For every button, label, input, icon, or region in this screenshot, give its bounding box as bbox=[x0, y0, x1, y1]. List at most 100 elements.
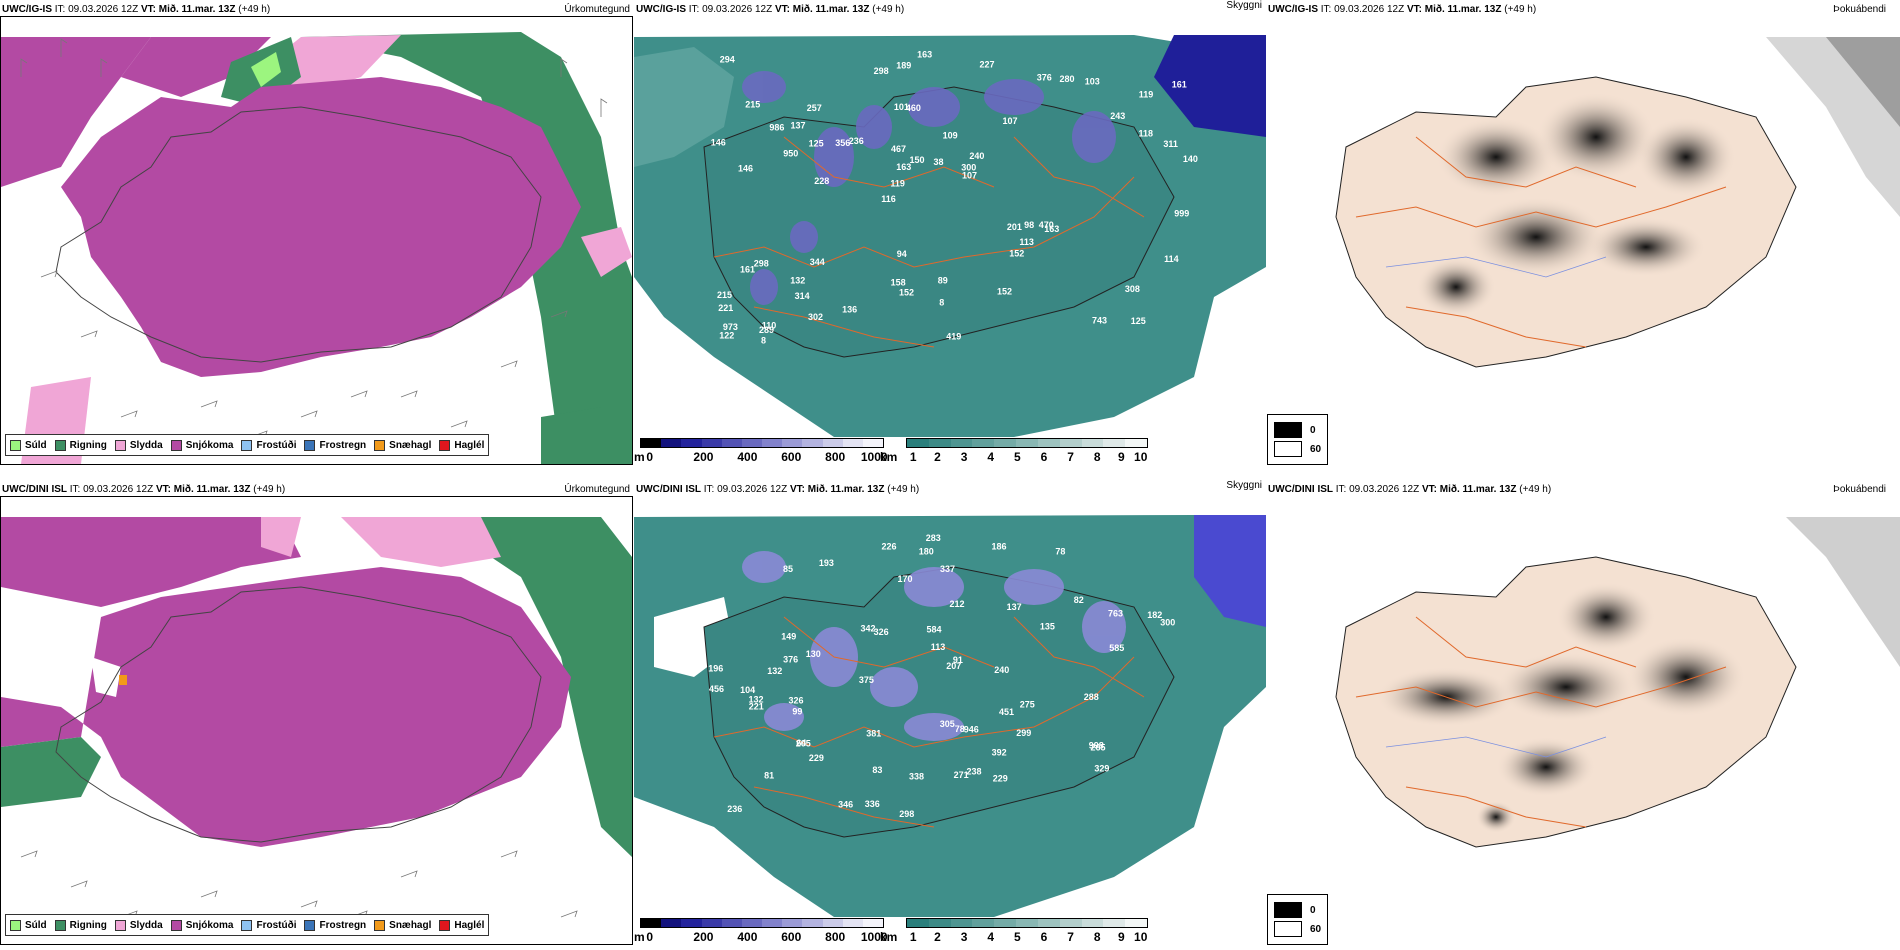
cloudbase-bar bbox=[640, 918, 884, 928]
visibility-colorbar: 1 2 3 4 5 6 7 8 9 10 km bbox=[880, 918, 1148, 944]
legend-freezing-rain: Frostregn bbox=[304, 439, 366, 451]
colorbar-segment bbox=[1016, 439, 1038, 447]
swatch-icon bbox=[1274, 422, 1302, 438]
init-time: IT: 09.03.2026 12Z bbox=[1335, 484, 1420, 495]
cloud-map-row2[interactable]: 81 78 193 82 78 130 99 64 763 135 104 283 299 207 298 2… bbox=[634, 497, 1266, 917]
cloud-base-label: 140 bbox=[1183, 154, 1198, 164]
panel-title: Skyggni bbox=[1226, 0, 1262, 11]
fog-map-row1[interactable] bbox=[1266, 17, 1900, 437]
cloud-map-row1[interactable]: 125 146 119 116 107 110 101 109 298 236 221 314 460 2… bbox=[634, 17, 1266, 437]
cloud-base-label: 118 bbox=[1139, 129, 1154, 139]
init-time: IT: 09.03.2026 12Z bbox=[703, 484, 788, 495]
cloud-base-label: 392 bbox=[992, 748, 1007, 758]
cloud-base-label: 288 bbox=[1084, 692, 1099, 702]
fog-legend-item: 0 bbox=[1274, 902, 1321, 918]
cloud-base-label: 104 bbox=[740, 685, 755, 695]
legend-freezing-drizzle: Frostúði bbox=[241, 439, 296, 451]
cloud-base-label: 236 bbox=[727, 804, 742, 814]
cloud-base-label: 243 bbox=[1110, 111, 1125, 121]
precip-map-row2[interactable]: Súld Rigning Slydda Snjókoma Frostúði Fr… bbox=[0, 496, 633, 945]
colorbar-segment bbox=[701, 919, 722, 927]
cloud-base-label: 283 bbox=[926, 533, 941, 543]
fog-map-row2[interactable] bbox=[1266, 497, 1900, 917]
cloud-base-label: 240 bbox=[994, 665, 1009, 675]
colorbar-segment bbox=[907, 439, 929, 447]
cloud-base-label: 275 bbox=[1020, 700, 1035, 710]
cloud-base-label: 132 bbox=[749, 695, 764, 705]
cloud-base-label: 136 bbox=[842, 304, 857, 314]
cloud-base-label: 257 bbox=[807, 103, 822, 113]
cloud-base-label: 101 bbox=[894, 102, 909, 112]
colorbar-segment bbox=[1059, 439, 1082, 447]
valid-time: VT: Mið. 11.mar. 13Z bbox=[1406, 4, 1502, 15]
cloud-base-label: 381 bbox=[866, 729, 881, 739]
colorbar-segment bbox=[661, 919, 682, 927]
swatch-icon bbox=[1274, 441, 1302, 457]
cloud-base-label: 763 bbox=[1108, 608, 1123, 618]
legend-rain: Rigning bbox=[54, 919, 107, 931]
cloud-base-label: 132 bbox=[767, 666, 782, 676]
cloud-base-label: 152 bbox=[899, 288, 914, 298]
init-time: IT: 09.03.2026 12Z bbox=[69, 484, 154, 495]
colorbar-segment bbox=[842, 919, 863, 927]
cloud-base-label: 163 bbox=[917, 50, 932, 60]
fog-panel-row1: UWC/IG-IS IT: 09.03.2026 12Z VT: Mið. 11… bbox=[1266, 0, 1900, 466]
cloud-base-label: 356 bbox=[835, 138, 850, 148]
cloud-base-label: 125 bbox=[1131, 316, 1146, 326]
cloud-base-label: 137 bbox=[1007, 602, 1022, 612]
cloud-base-label: 226 bbox=[882, 541, 897, 551]
cloud-base-label: 163 bbox=[896, 162, 911, 172]
precip-header-row2: UWC/DINI ISL IT: 09.03.2026 12Z VT: Mið.… bbox=[2, 484, 632, 498]
cloud-base-label: 110 bbox=[762, 320, 777, 330]
swatch-icon bbox=[1274, 921, 1302, 937]
legend-drizzle: Súld bbox=[10, 919, 47, 931]
panel-title: Úrkomutegund bbox=[564, 4, 630, 15]
cloud-base-label: 152 bbox=[997, 287, 1012, 297]
cloud-base-label: 8 bbox=[761, 335, 766, 345]
swatch-icon bbox=[1274, 902, 1302, 918]
fog-legend-item: 60 bbox=[1274, 441, 1321, 457]
colorbar-segment bbox=[994, 919, 1017, 927]
cloud-base-label: 376 bbox=[783, 655, 798, 665]
cloud-base-label: 107 bbox=[1003, 116, 1018, 126]
lead-time: (+49 h) bbox=[887, 484, 920, 495]
precip-panel-row2: UWC/DINI ISL IT: 09.03.2026 12Z VT: Mið.… bbox=[0, 480, 634, 946]
panel-title: Úrkomutegund bbox=[564, 484, 630, 495]
cloud-base-label: 85 bbox=[783, 564, 793, 574]
swatch-icon bbox=[374, 439, 386, 451]
valid-time: VT: Mið. 11.mar. 13Z bbox=[789, 484, 885, 495]
cloud-base-label: 170 bbox=[898, 574, 913, 584]
swatch-icon bbox=[170, 919, 182, 931]
colorbar-segment bbox=[661, 439, 682, 447]
legend-sleet: Slydda bbox=[114, 919, 163, 931]
cloud-base-label: 344 bbox=[810, 257, 825, 267]
cloud-base-label: 300 bbox=[961, 162, 976, 172]
legend-hail: Haglél bbox=[439, 919, 484, 931]
colorbar-segment bbox=[1103, 919, 1126, 927]
visibility-colorbar: 1 2 3 4 5 6 7 8 9 10 km bbox=[880, 438, 1148, 464]
colorbar-segment bbox=[782, 439, 803, 447]
cloud-base-label: 298 bbox=[754, 259, 769, 269]
legend-sleet: Slydda bbox=[114, 439, 163, 451]
swatch-icon bbox=[114, 439, 126, 451]
init-time: IT: 09.03.2026 12Z bbox=[1320, 4, 1405, 15]
cloud-base-label: 152 bbox=[1009, 248, 1024, 258]
swatch-icon bbox=[439, 439, 451, 451]
model-name: UWC/IG-IS bbox=[2, 4, 52, 15]
cloud-base-label: 132 bbox=[790, 275, 805, 285]
precip-panel-row1: UWC/IG-IS IT: 09.03.2026 12Z VT: Mið. 11… bbox=[0, 0, 634, 466]
valid-time: VT: Mið. 11.mar. 13Z bbox=[155, 484, 251, 495]
init-time: IT: 09.03.2026 12Z bbox=[54, 4, 139, 15]
lead-time: (+49 h) bbox=[1519, 484, 1552, 495]
visibility-unit: km bbox=[880, 450, 898, 464]
swatch-icon bbox=[241, 919, 253, 931]
colorbar-segment bbox=[681, 439, 702, 447]
colorbar-segment bbox=[1037, 439, 1060, 447]
cloud-base-label: 221 bbox=[749, 702, 764, 712]
cloud-base-label: 161 bbox=[740, 265, 755, 275]
cloud-base-label: 311 bbox=[1163, 139, 1178, 149]
colorbar-segment bbox=[1081, 439, 1104, 447]
precip-map-row1[interactable]: Súld Rigning Slydda Snjókoma Frostúði Fr… bbox=[0, 16, 633, 465]
cloudbase-bar bbox=[640, 438, 884, 448]
colorbar-segment bbox=[822, 919, 843, 927]
